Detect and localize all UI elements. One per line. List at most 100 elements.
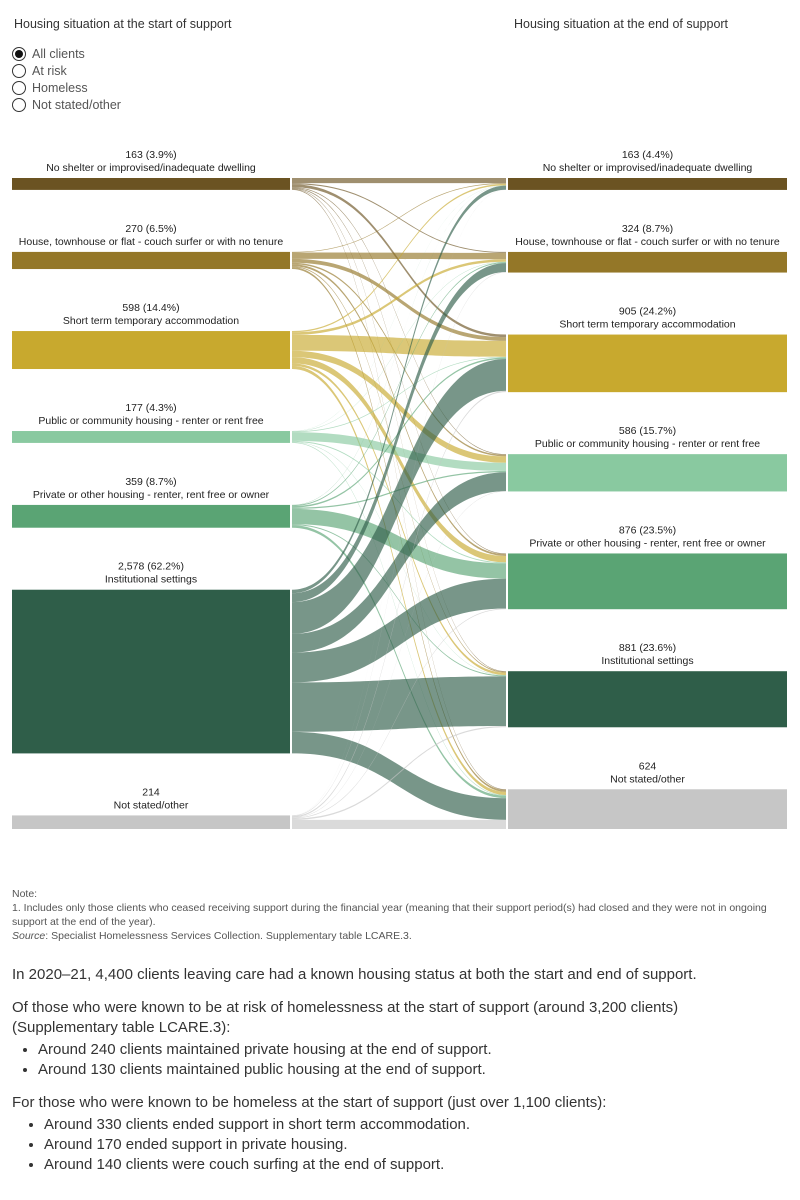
flow-ns-to-public[interactable] <box>292 491 506 818</box>
flow-inst-to-inst[interactable] <box>292 676 506 732</box>
filter-label: All clients <box>32 46 85 61</box>
flow-short-to-inst[interactable] <box>292 363 506 676</box>
filter-homeless[interactable]: Homeless <box>12 79 121 96</box>
start-node-value: 214 <box>142 786 160 798</box>
flow-short-to-public[interactable] <box>292 350 506 463</box>
flow-couch-to-noshelter[interactable] <box>292 183 506 253</box>
start-column-title: Housing situation at the start of suppor… <box>14 17 232 31</box>
flow-couch-to-short[interactable] <box>292 258 506 341</box>
flow-inst-to-private[interactable] <box>292 578 506 683</box>
flow-ns-to-short[interactable] <box>292 390 506 818</box>
end-node-noshelter[interactable] <box>508 178 787 190</box>
flow-ns-to-couch[interactable] <box>292 271 506 817</box>
start-node-ns[interactable] <box>12 815 290 829</box>
end-node-label: Private or other housing - renter, rent … <box>529 537 766 549</box>
start-node-value: 177 (4.3%) <box>125 402 176 414</box>
note-line: 1. Includes only those clients who cease… <box>12 902 767 928</box>
end-node-label: House, townhouse or flat - couch surfer … <box>515 236 780 248</box>
filter-at-risk[interactable]: At risk <box>12 62 121 79</box>
list-item: Around 140 clients were couch surfing at… <box>44 1155 788 1175</box>
end-nodes: 163 (4.4%)No shelter or improvised/inade… <box>508 149 787 829</box>
flow-inst-to-noshelter[interactable] <box>292 185 506 594</box>
flow-ns-to-noshelter[interactable] <box>292 189 506 816</box>
start-node-public[interactable] <box>12 431 290 443</box>
end-node-value: 876 (23.5%) <box>619 524 676 536</box>
flow-private-to-couch[interactable] <box>292 262 506 507</box>
start-node-couch[interactable] <box>12 251 290 270</box>
flow-noshelter-to-short[interactable] <box>292 184 506 338</box>
end-node-public[interactable] <box>508 454 787 492</box>
start-node-short[interactable] <box>12 331 290 370</box>
end-node-couch[interactable] <box>508 251 787 273</box>
end-node-private[interactable] <box>508 553 787 610</box>
end-node-label: Public or community housing - renter or … <box>535 438 760 450</box>
flow-private-to-noshelter[interactable] <box>292 185 506 506</box>
flow-private-to-inst[interactable] <box>292 524 506 677</box>
flow-inst-to-couch[interactable] <box>292 263 506 603</box>
flow-ns-to-private[interactable] <box>292 608 506 819</box>
flow-ns-to-ns[interactable] <box>292 819 506 829</box>
start-node-private[interactable] <box>12 504 290 528</box>
flow-private-to-private[interactable] <box>292 508 506 579</box>
flow-public-to-short[interactable] <box>292 356 506 433</box>
start-node-label: Private or other housing - renter, rent … <box>33 489 270 501</box>
filter-label: At risk <box>32 63 67 78</box>
flow-short-to-ns[interactable] <box>292 365 506 796</box>
start-node-label: Public or community housing - renter or … <box>38 415 263 427</box>
start-node-value: 359 (8.7%) <box>125 476 176 488</box>
end-node-label: Short term temporary accommodation <box>559 319 735 331</box>
end-node-ns[interactable] <box>508 789 787 829</box>
filter-not-stated[interactable]: Not stated/other <box>12 96 121 113</box>
paragraph: For those who were known to be homeless … <box>12 1094 607 1111</box>
start-node-value: 270 (6.5%) <box>125 223 176 235</box>
flow-short-to-short[interactable] <box>292 334 506 357</box>
bullet-list: Around 240 clients maintained private ho… <box>12 1040 788 1080</box>
source-label: Source <box>12 930 46 942</box>
radio-icon <box>12 97 26 112</box>
flow-noshelter-to-noshelter[interactable] <box>292 178 506 184</box>
flow-private-to-ns[interactable] <box>292 525 506 799</box>
source-text: : Specialist Homelessness Services Colle… <box>45 930 412 942</box>
flow-public-to-couch[interactable] <box>292 261 506 432</box>
flow-couch-to-private[interactable] <box>292 264 506 556</box>
flow-short-to-couch[interactable] <box>292 259 506 335</box>
end-node-inst[interactable] <box>508 671 787 728</box>
end-node-value: 586 (15.7%) <box>619 425 676 437</box>
start-node-value: 163 (3.9%) <box>125 149 176 161</box>
start-node-noshelter[interactable] <box>12 178 290 190</box>
flow-short-to-private[interactable] <box>292 357 506 563</box>
chart-note: Note: 1. Includes only those clients who… <box>12 887 788 943</box>
filter-label: Not stated/other <box>32 97 121 112</box>
start-node-value: 598 (14.4%) <box>122 302 179 314</box>
flow-inst-to-short[interactable] <box>292 359 506 634</box>
start-nodes: 163 (3.9%)No shelter or improvised/inade… <box>12 149 290 829</box>
list-item: Around 330 clients ended support in shor… <box>44 1115 788 1135</box>
note-source: Source: Specialist Homelessness Services… <box>12 929 788 943</box>
start-node-inst[interactable] <box>12 589 290 754</box>
start-node-label: No shelter or improvised/inadequate dwel… <box>46 162 256 174</box>
flow-noshelter-to-public[interactable] <box>292 187 506 455</box>
end-node-value: 905 (24.2%) <box>619 306 676 318</box>
end-node-short[interactable] <box>508 334 787 393</box>
flow-couch-to-inst[interactable] <box>292 266 506 673</box>
end-node-label: Institutional settings <box>601 655 693 667</box>
list-item: Around 240 clients maintained private ho… <box>38 1040 788 1060</box>
start-node-label: Not stated/other <box>114 799 189 811</box>
flow-noshelter-to-private[interactable] <box>292 187 506 555</box>
flow-short-to-noshelter[interactable] <box>292 183 506 333</box>
flow-couch-to-couch[interactable] <box>292 252 506 260</box>
flow-public-to-public[interactable] <box>292 432 506 472</box>
end-node-value: 624 <box>639 760 657 772</box>
flow-couch-to-public[interactable] <box>292 262 506 457</box>
flow-ns-to-inst[interactable] <box>292 725 506 820</box>
sankey-chart: 163 (3.9%)No shelter or improvised/inade… <box>12 149 787 829</box>
flow-couch-to-ns[interactable] <box>292 267 506 792</box>
start-node-label: Short term temporary accommodation <box>63 315 239 327</box>
flow-public-to-noshelter[interactable] <box>292 185 506 432</box>
flow-inst-to-public[interactable] <box>292 472 506 653</box>
filter-all-clients[interactable]: All clients <box>12 45 121 62</box>
flow-inst-to-ns[interactable] <box>292 731 506 820</box>
end-node-value: 163 (4.4%) <box>622 149 673 161</box>
radio-icon <box>12 80 26 95</box>
radio-icon <box>12 63 26 78</box>
